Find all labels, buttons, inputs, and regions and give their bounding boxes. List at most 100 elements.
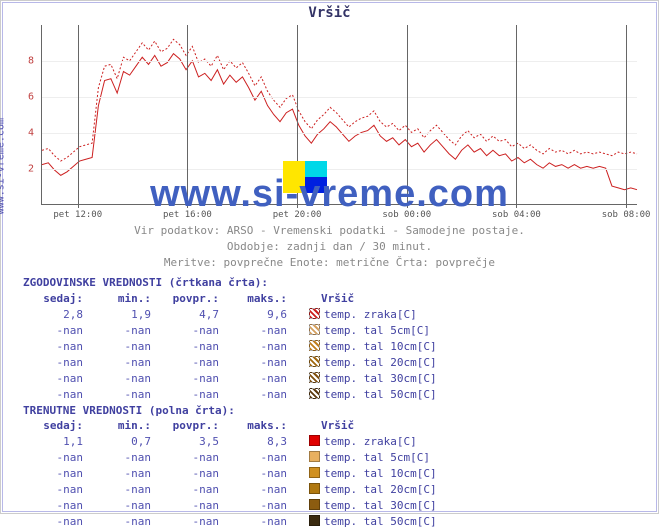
color-swatch-icon (309, 324, 320, 335)
val-min: 1,9 (91, 307, 159, 323)
color-swatch-icon (309, 388, 320, 399)
table-row: -nan -nan -nan -nan temp. tal 20cm[C] (23, 355, 445, 371)
subtext-line: Vir podatkov: ARSO - Vremenski podatki -… (3, 223, 656, 239)
col-header: min.: (91, 291, 159, 307)
val-maks: -nan (227, 482, 295, 498)
val-povpr: 3,5 (159, 434, 227, 450)
val-sedaj: -nan (23, 339, 91, 355)
val-maks: -nan (227, 355, 295, 371)
series-label: temp. tal 50cm[C] (295, 514, 445, 530)
val-maks: 8,3 (227, 434, 295, 450)
val-sedaj: -nan (23, 323, 91, 339)
val-min: -nan (91, 323, 159, 339)
series-label: temp. tal 30cm[C] (295, 371, 445, 387)
series-label: temp. zraka[C] (295, 307, 425, 323)
table-row: 1,1 0,7 3,5 8,3 temp. zraka[C] (23, 434, 445, 450)
val-min: -nan (91, 514, 159, 530)
series-label: temp. tal 20cm[C] (295, 355, 445, 371)
val-sedaj: -nan (23, 514, 91, 530)
table-title: ZGODOVINSKE VREDNOSTI (črtkana črta): (23, 275, 445, 291)
val-min: -nan (91, 339, 159, 355)
color-swatch-icon (309, 308, 320, 319)
table-title: TRENUTNE VREDNOSTI (polna črta): (23, 403, 445, 419)
series-label: temp. tal 10cm[C] (295, 466, 445, 482)
series-label: temp. tal 5cm[C] (295, 323, 438, 339)
subtext-line: Obdobje: zadnji dan / 30 minut. (3, 239, 656, 255)
val-sedaj: 2,8 (23, 307, 91, 323)
col-header: Vršič (295, 291, 362, 307)
val-sedaj: -nan (23, 482, 91, 498)
val-povpr: -nan (159, 450, 227, 466)
y-tick: 2 (28, 164, 34, 175)
subtext-line: Meritve: povprečne Enote: metrične Črta:… (3, 255, 656, 271)
val-maks: -nan (227, 514, 295, 530)
color-swatch-icon (309, 356, 320, 367)
val-maks: -nan (227, 450, 295, 466)
val-povpr: -nan (159, 482, 227, 498)
color-swatch-icon (309, 499, 320, 510)
x-tick: sob 08:00 (602, 210, 651, 220)
col-header: maks.: (227, 291, 295, 307)
col-header: povpr.: (159, 418, 227, 434)
val-povpr: -nan (159, 323, 227, 339)
val-min: -nan (91, 387, 159, 403)
val-min: -nan (91, 355, 159, 371)
val-maks: -nan (227, 339, 295, 355)
series-label: temp. zraka[C] (295, 434, 425, 450)
val-sedaj: 1,1 (23, 434, 91, 450)
val-povpr: -nan (159, 355, 227, 371)
val-povpr: -nan (159, 498, 227, 514)
y-tick: 4 (28, 128, 34, 139)
val-sedaj: -nan (23, 498, 91, 514)
line-chart: 2468pet 12:00pet 16:00pet 20:00sob 00:00… (41, 25, 637, 205)
val-sedaj: -nan (23, 371, 91, 387)
val-sedaj: -nan (23, 450, 91, 466)
val-min: 0,7 (91, 434, 159, 450)
color-swatch-icon (309, 435, 320, 446)
val-maks: -nan (227, 466, 295, 482)
y-tick: 8 (28, 56, 34, 67)
table-row: 2,8 1,9 4,7 9,6 temp. zraka[C] (23, 307, 445, 323)
data-tables: ZGODOVINSKE VREDNOSTI (črtkana črta): se… (23, 275, 445, 530)
x-tick: pet 16:00 (163, 210, 212, 220)
val-maks: -nan (227, 323, 295, 339)
val-povpr: 4,7 (159, 307, 227, 323)
val-min: -nan (91, 450, 159, 466)
val-maks: 9,6 (227, 307, 295, 323)
table-row: -nan -nan -nan -nan temp. tal 10cm[C] (23, 339, 445, 355)
table-row: -nan -nan -nan -nan temp. tal 30cm[C] (23, 498, 445, 514)
table-row: -nan -nan -nan -nan temp. tal 5cm[C] (23, 450, 445, 466)
val-min: -nan (91, 482, 159, 498)
val-povpr: -nan (159, 387, 227, 403)
col-header: povpr.: (159, 291, 227, 307)
table-row: -nan -nan -nan -nan temp. tal 5cm[C] (23, 323, 445, 339)
val-sedaj: -nan (23, 355, 91, 371)
series-label: temp. tal 50cm[C] (295, 387, 445, 403)
series-label: temp. tal 10cm[C] (295, 339, 445, 355)
col-header: sedaj: (23, 418, 91, 434)
val-min: -nan (91, 498, 159, 514)
color-swatch-icon (309, 483, 320, 494)
x-tick: pet 20:00 (273, 210, 322, 220)
color-swatch-icon (309, 515, 320, 526)
table-row: -nan -nan -nan -nan temp. tal 30cm[C] (23, 371, 445, 387)
val-min: -nan (91, 466, 159, 482)
color-swatch-icon (309, 372, 320, 383)
site-link[interactable]: www.si-vreme.com (0, 118, 7, 214)
x-tick: sob 00:00 (382, 210, 431, 220)
series-label: temp. tal 20cm[C] (295, 482, 445, 498)
y-tick: 6 (28, 92, 34, 103)
val-min: -nan (91, 371, 159, 387)
x-tick: pet 12:00 (53, 210, 102, 220)
series-label: temp. tal 5cm[C] (295, 450, 438, 466)
color-swatch-icon (309, 340, 320, 351)
val-sedaj: -nan (23, 466, 91, 482)
val-povpr: -nan (159, 371, 227, 387)
val-maks: -nan (227, 371, 295, 387)
table-row: -nan -nan -nan -nan temp. tal 10cm[C] (23, 466, 445, 482)
table-row: -nan -nan -nan -nan temp. tal 50cm[C] (23, 514, 445, 530)
chart-title: Vršič (3, 5, 656, 21)
val-povpr: -nan (159, 466, 227, 482)
chart-subtext: Vir podatkov: ARSO - Vremenski podatki -… (3, 223, 656, 271)
val-maks: -nan (227, 498, 295, 514)
